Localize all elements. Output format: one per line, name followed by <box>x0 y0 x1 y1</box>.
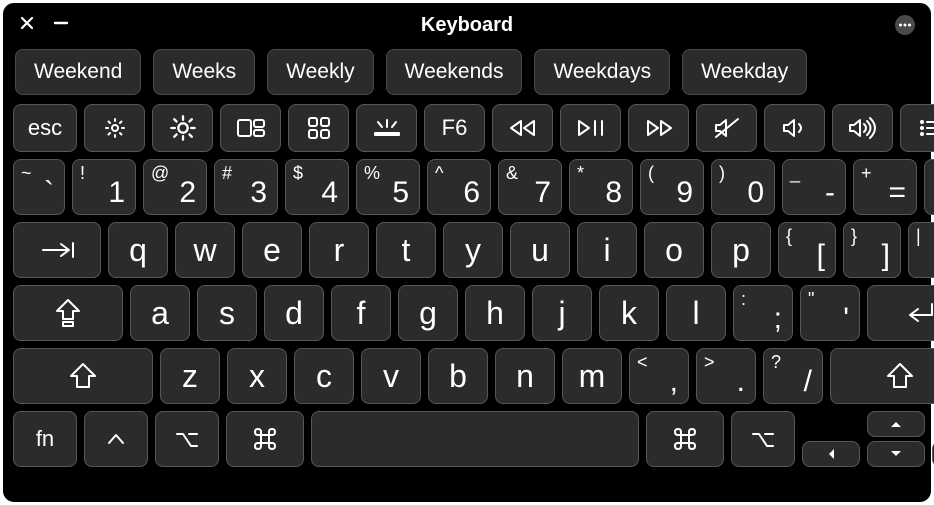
mission-control-key[interactable] <box>220 104 281 152</box>
key-[[interactable]: {[ <box>778 222 836 278</box>
key-4[interactable]: $4 <box>285 159 349 215</box>
key-u[interactable]: u <box>510 222 570 278</box>
key-0[interactable]: )0 <box>711 159 775 215</box>
arrow-down-key[interactable] <box>867 441 925 467</box>
more-icon[interactable] <box>893 13 917 37</box>
arrow-left-key[interactable] <box>802 441 860 467</box>
space-key[interactable] <box>311 411 639 467</box>
suggestion-weekday[interactable]: Weekday <box>682 49 807 95</box>
capslock-key[interactable] <box>13 285 123 341</box>
volume-up-key[interactable] <box>832 104 893 152</box>
window-title: Keyboard <box>421 14 513 37</box>
return-key[interactable] <box>867 285 934 341</box>
key-5[interactable]: %5 <box>356 159 420 215</box>
key-.[interactable]: >. <box>696 348 756 404</box>
function-row: esc F6 <box>13 104 921 152</box>
key-backslash[interactable]: |\ <box>908 222 934 278</box>
key-1[interactable]: !1 <box>72 159 136 215</box>
esc-key[interactable]: esc <box>13 104 77 152</box>
right-option-key[interactable] <box>731 411 795 467</box>
key-b[interactable]: b <box>428 348 488 404</box>
key-9[interactable]: (9 <box>640 159 704 215</box>
key-o[interactable]: o <box>644 222 704 278</box>
titlebar: Keyboard <box>13 11 921 39</box>
backspace-key[interactable] <box>924 159 934 215</box>
key-/[interactable]: ?/ <box>763 348 823 404</box>
keyboard-backlight-key[interactable] <box>356 104 417 152</box>
rewind-key[interactable] <box>492 104 553 152</box>
key-7[interactable]: &7 <box>498 159 562 215</box>
key-2[interactable]: @2 <box>143 159 207 215</box>
key-g[interactable]: g <box>398 285 458 341</box>
keyboard-window: Keyboard WeekendWeeksWeeklyWeekendsWeekd… <box>0 0 934 505</box>
key-r[interactable]: r <box>309 222 369 278</box>
tab-key[interactable] <box>13 222 101 278</box>
key-c[interactable]: c <box>294 348 354 404</box>
f6-key[interactable]: F6 <box>424 104 485 152</box>
right-shift-key[interactable] <box>830 348 934 404</box>
fast-forward-key[interactable] <box>628 104 689 152</box>
key-p[interactable]: p <box>711 222 771 278</box>
left-option-key[interactable] <box>155 411 219 467</box>
close-icon[interactable] <box>17 13 37 33</box>
key-w[interactable]: w <box>175 222 235 278</box>
left-shift-key[interactable] <box>13 348 153 404</box>
qwerty-row: qwertyuiop{[}]|\ <box>13 222 921 278</box>
key-l[interactable]: l <box>666 285 726 341</box>
number-row: ~`!1@2#3$4%5^6&7*8(9)0_-+= <box>13 159 921 215</box>
brightness-down-key[interactable] <box>84 104 145 152</box>
key-8[interactable]: *8 <box>569 159 633 215</box>
suggestion-weekend[interactable]: Weekend <box>15 49 141 95</box>
key-6[interactable]: ^6 <box>427 159 491 215</box>
key-i[interactable]: i <box>577 222 637 278</box>
launchpad-key[interactable] <box>288 104 349 152</box>
list-menu-key[interactable] <box>900 104 934 152</box>
suggestion-weeks[interactable]: Weeks <box>153 49 255 95</box>
key-;[interactable]: :; <box>733 285 793 341</box>
key-d[interactable]: d <box>264 285 324 341</box>
play-pause-key[interactable] <box>560 104 621 152</box>
key-s[interactable]: s <box>197 285 257 341</box>
key-m[interactable]: m <box>562 348 622 404</box>
key-q[interactable]: q <box>108 222 168 278</box>
suggestion-weekly[interactable]: Weekly <box>267 49 373 95</box>
key-,[interactable]: <, <box>629 348 689 404</box>
key-][interactable]: }] <box>843 222 901 278</box>
key--[interactable]: _- <box>782 159 846 215</box>
asdf-row: asdfghjkl:;"' <box>13 285 921 341</box>
key-j[interactable]: j <box>532 285 592 341</box>
bottom-row: fn <box>13 411 921 467</box>
control-key[interactable] <box>84 411 148 467</box>
suggestions-row: Weekend Weeks Weekly WeekendsWeekdays Weekda… <box>13 45 921 97</box>
key-'[interactable]: "' <box>800 285 860 341</box>
zxcv-row: zxcvbnm<,>.?/ <box>13 348 921 404</box>
key-z[interactable]: z <box>160 348 220 404</box>
left-command-key[interactable] <box>226 411 304 467</box>
volume-down-key[interactable] <box>764 104 825 152</box>
key-t[interactable]: t <box>376 222 436 278</box>
key-k[interactable]: k <box>599 285 659 341</box>
arrow-up-key[interactable] <box>867 411 925 437</box>
brightness-up-key[interactable] <box>152 104 213 152</box>
key-v[interactable]: v <box>361 348 421 404</box>
fn-key[interactable]: fn <box>13 411 77 467</box>
minimize-icon[interactable] <box>51 13 71 33</box>
suggestion-weekdays[interactable]: Weekdays <box>534 49 670 95</box>
suggestion-weekends[interactable]: Weekends <box>386 49 523 95</box>
key-=[interactable]: += <box>853 159 917 215</box>
key-h[interactable]: h <box>465 285 525 341</box>
right-command-key[interactable] <box>646 411 724 467</box>
key-a[interactable]: a <box>130 285 190 341</box>
key-f[interactable]: f <box>331 285 391 341</box>
key-3[interactable]: #3 <box>214 159 278 215</box>
key-n[interactable]: n <box>495 348 555 404</box>
key-e[interactable]: e <box>242 222 302 278</box>
mute-key[interactable] <box>696 104 757 152</box>
arrow-cluster <box>802 411 934 467</box>
key-y[interactable]: y <box>443 222 503 278</box>
backtick-key[interactable]: ~` <box>13 159 65 215</box>
key-x[interactable]: x <box>227 348 287 404</box>
